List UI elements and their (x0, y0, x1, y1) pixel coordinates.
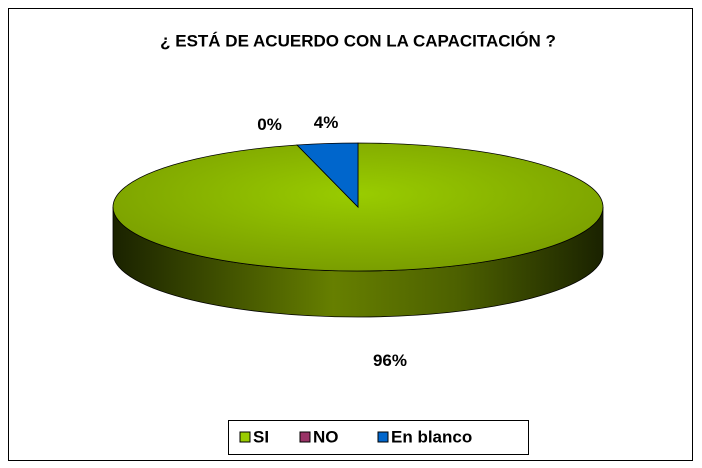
data-label: 4% (314, 113, 339, 132)
legend-label: En blanco (391, 427, 472, 446)
legend-swatch (299, 431, 311, 443)
pie-slice (296, 142, 359, 208)
legend-label: NO (313, 427, 339, 446)
data-label: 0% (257, 115, 282, 134)
data-label: 96% (373, 351, 407, 370)
legend-swatch (377, 431, 389, 443)
legend-label: SI (253, 427, 269, 446)
legend-swatch (239, 431, 251, 443)
chart-title: ¿ ESTÁ DE ACUERDO CON LA CAPACITACIÓN ? (160, 31, 556, 50)
pie: 96% 0% 4% (112, 113, 604, 370)
legend-items: SI NO En blanco (239, 427, 472, 446)
